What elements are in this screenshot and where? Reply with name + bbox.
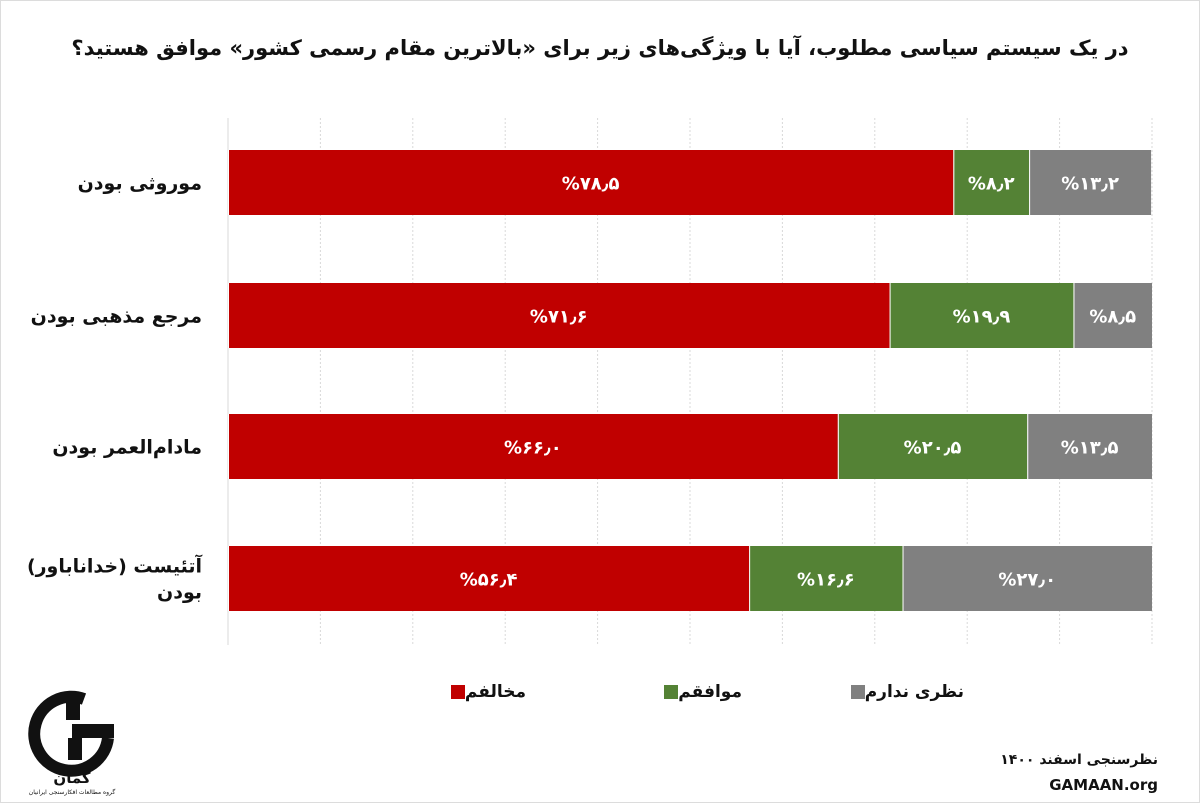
bar-value-label: %۱۹٫۹ — [953, 307, 1011, 328]
segment-separator — [228, 546, 229, 611]
bar-segment — [228, 414, 838, 479]
category-label: آتئیست (خداناباور) — [27, 554, 203, 578]
bar-segment — [749, 546, 903, 611]
bar-segment — [953, 150, 1030, 215]
bar-value-label: %۱۳٫۵ — [1061, 438, 1119, 459]
logo-subtitle: گروه مطالعات افکارسنجی ایرانیان — [29, 788, 116, 796]
legend-swatch — [664, 685, 679, 699]
bar-segment — [837, 414, 1028, 479]
bar-value-label: %۸٫۲ — [968, 174, 1015, 195]
survey-date: نظرسنجی اسفند ۱۴۰۰ — [1000, 752, 1158, 768]
bar-value-label: %۱۶٫۶ — [797, 570, 855, 591]
bar-value-label: %۶۶٫۰ — [504, 438, 562, 459]
bar-value-label: %۲۰٫۵ — [904, 438, 962, 459]
segment-separator — [902, 546, 904, 611]
category-label: مرجع مذهبی بودن — [31, 306, 202, 328]
category-label: موروثی بودن — [78, 173, 202, 195]
legend-item: موافقم — [654, 680, 742, 704]
bar-segment — [228, 150, 954, 215]
bar-segment — [1029, 150, 1152, 215]
legend-swatch — [450, 685, 465, 699]
site-url: GAMAAN.org — [1049, 776, 1158, 794]
bar-value-label: %۱۳٫۲ — [1061, 174, 1119, 195]
bar-segment — [1073, 283, 1152, 348]
segment-separator — [1073, 283, 1075, 348]
segment-separator — [1029, 150, 1031, 215]
legend-swatch — [850, 685, 865, 699]
segment-separator — [228, 414, 229, 479]
bar-segment — [889, 283, 1074, 348]
logo-name: گمان — [53, 769, 90, 787]
gamaan-logo: گمان گروه مطالعات افکارسنجی ایرانیان — [28, 690, 116, 796]
bar-segment — [228, 283, 890, 348]
bar-segment — [228, 546, 750, 611]
bar-segment — [902, 546, 1152, 611]
segment-separator — [953, 150, 955, 215]
legend-item: مخالفم — [441, 680, 526, 704]
legend-label: مخالفم — [464, 682, 526, 702]
bar-segment — [1027, 414, 1152, 479]
bar-value-label: %۵۶٫۴ — [460, 570, 518, 591]
segment-separator — [228, 150, 229, 215]
segment-separator — [228, 283, 229, 348]
legend-label: نظری ندارم — [864, 682, 964, 702]
legend-item: نظری ندارم — [841, 680, 964, 704]
segment-separator — [749, 546, 751, 611]
category-label: بودن — [157, 582, 202, 604]
category-label: مادام‌العمر بودن — [52, 437, 202, 459]
segment-separator — [889, 283, 891, 348]
segment-separator — [837, 414, 839, 479]
bar-value-label: %۲۷٫۰ — [998, 570, 1056, 591]
legend-label: موافقم — [678, 682, 742, 702]
bar-value-label: %۸٫۵ — [1089, 307, 1136, 328]
segment-separator — [1027, 414, 1029, 479]
bar-value-label: %۷۸٫۵ — [562, 174, 620, 195]
bar-value-label: %۷۱٫۶ — [530, 307, 588, 328]
chart-title: در یک سیستم سیاسی مطلوب، آیا با ویژگی‌ها… — [71, 36, 1129, 60]
